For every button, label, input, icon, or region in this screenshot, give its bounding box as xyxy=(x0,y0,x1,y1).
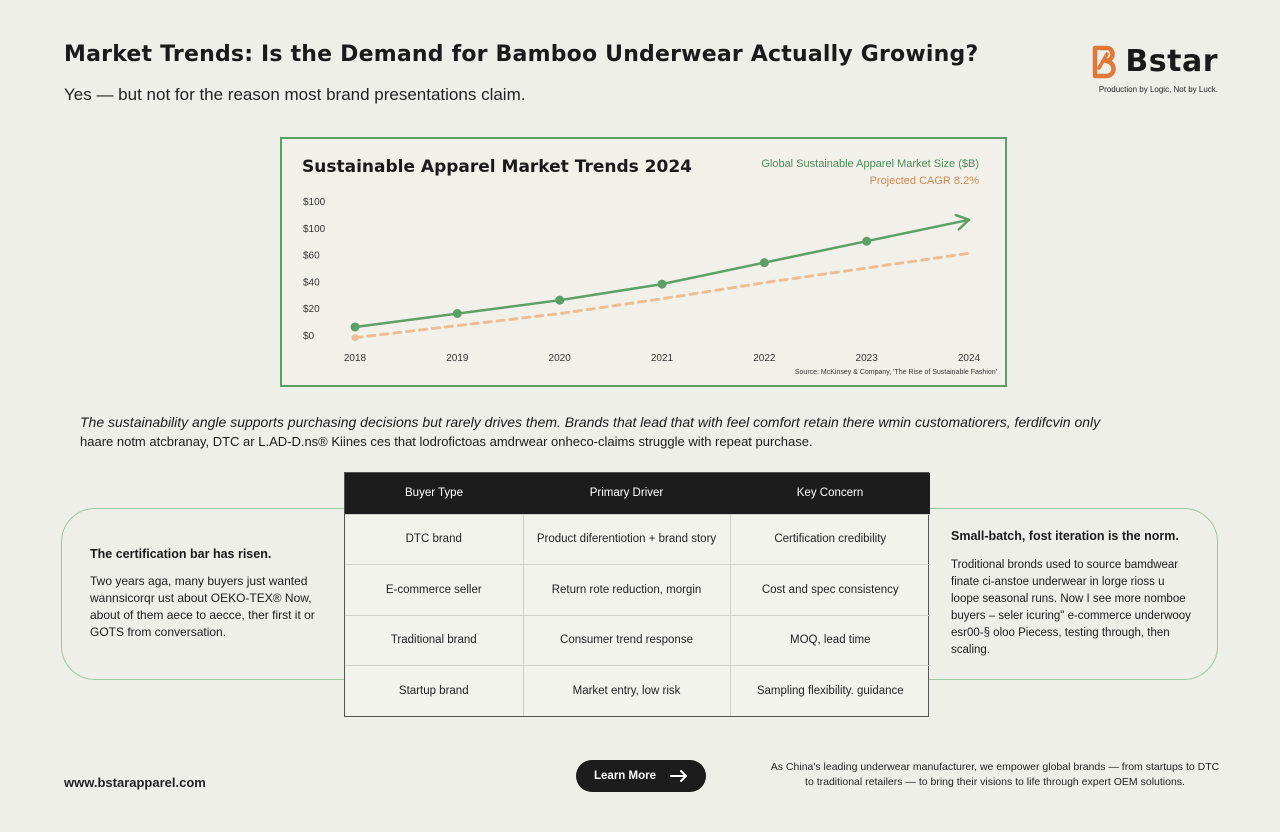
table-cell: Market entry, low risk xyxy=(522,665,730,716)
data-point xyxy=(350,322,360,332)
data-point xyxy=(657,279,667,289)
x-tick-label: 2019 xyxy=(446,353,469,364)
y-tick-label: $100 xyxy=(303,224,326,235)
y-tick-label: $100 xyxy=(303,197,326,208)
data-point xyxy=(555,295,565,305)
brand-block: Bstar Production by Logic, Not by Luck. xyxy=(1091,44,1218,94)
y-tick-label: $0 xyxy=(303,331,315,342)
x-tick-label: 2018 xyxy=(344,353,367,364)
y-tick-label: $40 xyxy=(303,277,320,288)
footer-blurb: As China's leading underwear manufacture… xyxy=(770,761,1220,788)
brand-name: Bstar xyxy=(1125,44,1218,79)
table-cell: Startup brand xyxy=(345,665,523,716)
right-note-body: Troditional bronds used to source bamdwe… xyxy=(951,559,1191,656)
arrow-right-icon xyxy=(670,770,687,782)
learn-more-label: Learn More xyxy=(594,770,656,782)
table-row: Startup brand Market entry, low risk Sam… xyxy=(345,665,930,716)
table-cell: Sampling flexibility. guidance xyxy=(729,665,930,716)
table-cell: Certification credibility xyxy=(729,513,930,565)
y-tick-label: $20 xyxy=(303,304,320,315)
insight-line-2: haare notm atcbranay, DTC ar L.AD-D.ns® … xyxy=(80,434,813,449)
table-cell: E-commerce seller xyxy=(345,564,523,615)
x-tick-label: 2020 xyxy=(549,353,572,364)
table-header-row: Buyer Type Primary Driver Key Concern xyxy=(345,473,930,514)
table-row: E-commerce seller Return rote reduction,… xyxy=(345,564,930,615)
chart-plot: $0 $20 $40 $60 $100 $100 2018 2019 2020 2021 2022 2… xyxy=(303,197,981,364)
x-tick-label: 2024 xyxy=(958,353,981,364)
table-cell: Traditional brand xyxy=(345,614,523,666)
table-cell: MOQ, lead time xyxy=(729,614,930,666)
x-tick-label: 2022 xyxy=(753,353,776,364)
data-point xyxy=(862,236,872,246)
cagr-series-line xyxy=(353,251,971,340)
left-note: The certification bar has risen. Two yea… xyxy=(90,547,330,641)
data-point xyxy=(351,334,359,342)
table-cell: Return rote reduction, morgin xyxy=(522,564,730,615)
header-primary-driver: Primary Driver xyxy=(523,473,730,514)
chart-source: Source: McKinsey & Company, 'The Rise of… xyxy=(794,369,997,376)
data-point xyxy=(452,309,462,319)
buyer-table: Buyer Type Primary Driver Key Concern DT… xyxy=(344,472,930,717)
table-row: Traditional brand Consumer trend respons… xyxy=(345,614,930,666)
table-cell: Cost and spec consistency xyxy=(729,564,930,615)
market-chart: Sustainable Apparel Market Trends 2024 G… xyxy=(280,137,1007,387)
header-buyer-type: Buyer Type xyxy=(345,473,523,514)
table-cell: Consumer trend response xyxy=(522,614,730,666)
table-cell: Product diferentiotion + brand story xyxy=(522,513,730,565)
header-key-concern: Key Concern xyxy=(730,473,930,514)
legend-market-size: Global Sustainable Apparel Market Size (… xyxy=(761,158,979,170)
legend-cagr: Projected CAGR 8.2% xyxy=(869,175,979,187)
insight-line-1: The sustainability angle supports purcha… xyxy=(80,414,1101,430)
table-cell: DTC brand xyxy=(345,513,523,565)
chart-title: Sustainable Apparel Market Trends 2024 xyxy=(302,157,692,177)
page-subtitle: Yes — but not for the reason most brand … xyxy=(64,85,526,104)
left-note-title: The certification bar has risen. xyxy=(90,547,272,561)
brand-tagline: Production by Logic, Not by Luck. xyxy=(1098,85,1218,94)
data-point xyxy=(759,258,769,268)
market-size-series-line xyxy=(353,218,971,329)
bstar-logo-icon xyxy=(1093,45,1117,78)
right-note-title: Small-batch, fost iteration is the norm. xyxy=(951,529,1179,543)
page-title: Market Trends: Is the Demand for Bamboo … xyxy=(64,42,979,67)
y-tick-label: $60 xyxy=(303,251,320,262)
table-row: DTC brand Product diferentiotion + brand… xyxy=(345,513,930,565)
learn-more-button[interactable]: Learn More xyxy=(576,760,706,792)
website-link[interactable]: www.bstarapparel.com xyxy=(64,775,206,790)
arrow-head-icon xyxy=(954,213,971,231)
x-tick-label: 2023 xyxy=(856,353,879,364)
x-tick-label: 2021 xyxy=(651,353,674,364)
left-note-body: Two years aga, many buyers just wanted w… xyxy=(90,574,315,639)
right-note: Small-batch, fost iteration is the norm.… xyxy=(951,529,1191,659)
